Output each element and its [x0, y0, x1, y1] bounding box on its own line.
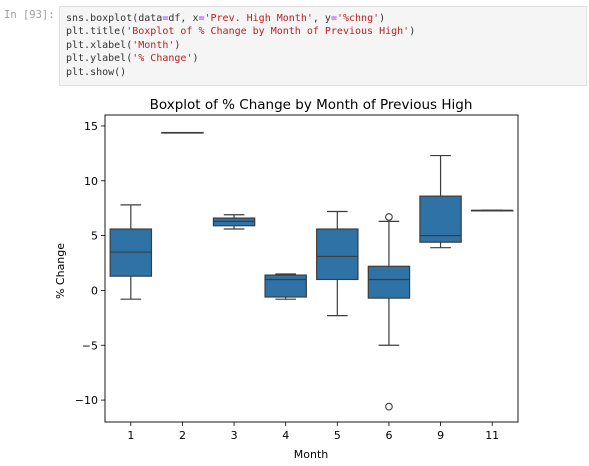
- x-axis-label: Month: [294, 448, 329, 461]
- code-token: plt.title(: [66, 26, 127, 38]
- outlier-point: [385, 402, 393, 411]
- code-line: plt.xlabel('Month'): [66, 39, 586, 52]
- code-token: ): [192, 53, 199, 65]
- code-line: sns.boxplot(data=df, x='Prev. High Month…: [66, 12, 586, 25]
- x-axis: 1 2 3 4 5 6 9 11: [127, 422, 499, 442]
- code-token: plt.xlabel(: [66, 39, 133, 51]
- code-line: plt.ylabel('% Change'): [66, 52, 586, 65]
- code-token: '%chng': [336, 13, 380, 24]
- y-axis-label: % Change: [54, 243, 67, 299]
- y-axis: 15 10 5 0 −5 −10: [75, 120, 105, 407]
- box: [419, 195, 462, 243]
- box: [367, 265, 411, 299]
- box: [316, 228, 359, 281]
- boxplot-chart: Boxplot of % Change by Month of Previous…: [54, 97, 519, 461]
- code-token: =: [162, 13, 169, 24]
- code-token: 'Boxplot of % Change by Month of Previou…: [126, 26, 410, 38]
- y-tick-label: −5: [82, 339, 98, 352]
- code-token: =: [330, 13, 337, 24]
- boxes-group: [109, 131, 514, 411]
- x-tick-label: 1: [127, 429, 134, 442]
- x-tick-label: 4: [282, 429, 289, 442]
- code-token: ): [409, 26, 416, 38]
- code-token: ): [379, 13, 386, 24]
- outlier-point: [385, 213, 393, 221]
- x-tick-label: 11: [485, 429, 499, 442]
- chart-title: Boxplot of % Change by Month of Previous…: [150, 97, 473, 113]
- code-editor[interactable]: sns.boxplot(data=df, x='Prev. High Month…: [59, 6, 587, 86]
- x-tick-label: 6: [385, 429, 392, 442]
- cell-prompt: In [93]:: [4, 9, 55, 21]
- code-token: sns.boxplot(data: [66, 13, 163, 24]
- x-tick-label: 5: [334, 429, 341, 442]
- code-token: df, x: [168, 13, 199, 24]
- code-token: plt.ylabel(: [66, 53, 133, 65]
- code-token: , y: [312, 13, 331, 24]
- y-tick-label: −10: [75, 394, 98, 407]
- y-tick-label: 15: [84, 120, 98, 133]
- code-token: 'Month': [132, 39, 175, 51]
- code-token: plt.show(): [66, 66, 127, 78]
- code-token: ): [174, 39, 181, 51]
- box: [264, 274, 307, 298]
- y-tick-label: 0: [91, 284, 98, 297]
- x-tick-label: 2: [179, 429, 186, 442]
- y-tick-label: 10: [84, 175, 98, 188]
- x-tick-label: 3: [231, 429, 238, 442]
- code-token: =: [198, 13, 205, 24]
- y-tick-label: 5: [91, 230, 98, 243]
- code-token: 'Prev. High Month': [204, 13, 313, 24]
- code-line: plt.show(): [66, 66, 586, 79]
- plot-frame: [104, 114, 519, 423]
- cell-output: Boxplot of % Change by Month of Previous…: [0, 92, 589, 466]
- code-line: plt.title('Boxplot of % Change by Month …: [66, 25, 586, 38]
- x-tick-label: 9: [437, 429, 444, 442]
- code-token: '% Change': [132, 53, 193, 65]
